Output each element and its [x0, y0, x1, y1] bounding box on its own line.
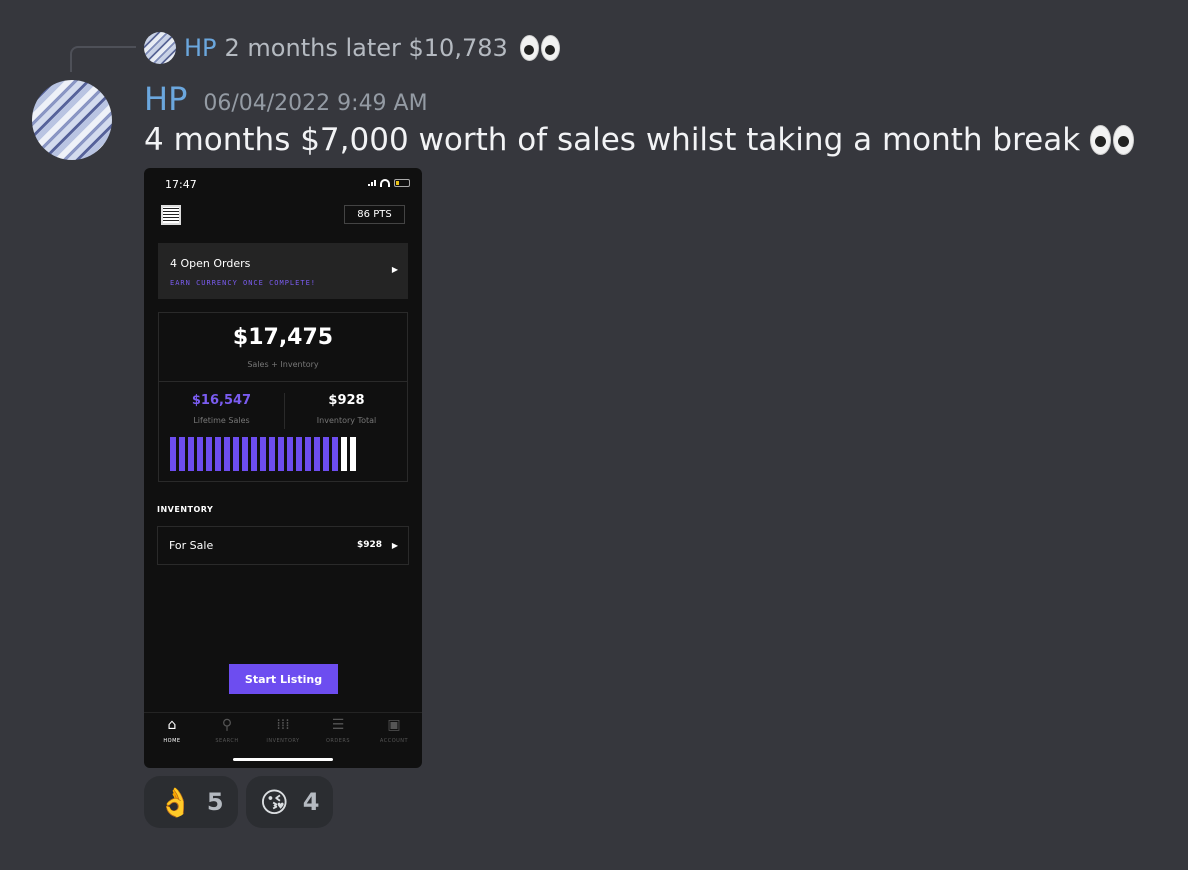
sales-bar: [350, 437, 356, 471]
points-badge: 86 PTS: [344, 205, 405, 224]
for-sale-row: For Sale $928 ▶: [157, 526, 409, 565]
sales-bar: [287, 437, 293, 471]
search-icon: ⚲: [221, 717, 233, 733]
sales-bar: [206, 437, 212, 471]
sales-bar: [233, 437, 239, 471]
sales-summary-card: $17,475 Sales + Inventory $16,547 Lifeti…: [158, 312, 408, 482]
attachment-image[interactable]: 17:47 86 PTS 4 Open Orders EARN CURRENCY…: [144, 168, 422, 768]
chevron-right-icon: ▶: [391, 541, 398, 550]
reaction-count: 4: [302, 788, 320, 816]
message-content: 4 months $7,000 worth of sales whilst ta…: [144, 122, 1081, 158]
kissing-face-icon: 😘: [259, 785, 289, 819]
battery-icon: [394, 179, 410, 187]
reply-avatar[interactable]: [144, 32, 176, 64]
timestamp: 06/04/2022 9:49 AM: [203, 91, 428, 116]
grid-icon: ⁞⁞⁞: [276, 717, 290, 733]
sales-bar: [215, 437, 221, 471]
username[interactable]: HP: [144, 80, 188, 118]
sales-bar: [260, 437, 266, 471]
inventory-total-value: $928: [328, 393, 365, 408]
divider: [159, 381, 407, 382]
tab-bar: ⌂ HOME ⚲ SEARCH ⁞⁞⁞ INVENTORY ☰ ORDERS ▣…: [144, 712, 422, 768]
sales-bar: [341, 437, 347, 471]
sales-bar: [323, 437, 329, 471]
eyes-emoji-icon: [1090, 125, 1135, 155]
lifetime-sales-value: $16,547: [191, 393, 252, 408]
reply-connector: [70, 46, 136, 72]
wifi-icon: [380, 179, 390, 187]
tab-search: ⚲ SEARCH: [199, 713, 255, 744]
sales-bar: [332, 437, 338, 471]
for-sale-label: For Sale: [169, 539, 214, 552]
status-icons: [368, 179, 410, 187]
home-indicator: [233, 758, 333, 761]
reaction-kiss[interactable]: 😘 4: [245, 776, 334, 828]
sales-bar: [251, 437, 257, 471]
list-icon: ☰: [331, 717, 345, 733]
ok-hand-icon: 👌: [158, 785, 193, 819]
sales-bar: [242, 437, 248, 471]
sales-bar-strip: [170, 437, 356, 471]
message-header: HP 06/04/2022 9:49 AM: [144, 80, 428, 118]
reply-text[interactable]: 2 months later $10,783: [224, 34, 508, 62]
tab-home: ⌂ HOME: [144, 713, 200, 744]
total-label: Sales + Inventory: [247, 360, 319, 369]
inventory-section-label: INVENTORY: [157, 505, 214, 514]
open-orders-subtitle: EARN CURRENCY ONCE COMPLETE!: [170, 279, 317, 287]
qr-code-icon: [161, 205, 181, 225]
reactions: 👌 5 😘 4: [144, 776, 334, 828]
reply-preview[interactable]: HP 2 months later $10,783: [144, 32, 560, 64]
inventory-total-label: Inventory Total: [316, 416, 377, 425]
tab-inventory: ⁞⁞⁞ INVENTORY: [255, 713, 311, 744]
avatar[interactable]: [32, 80, 112, 160]
sales-bar: [224, 437, 230, 471]
home-icon: ⌂: [167, 717, 177, 733]
status-time: 17:47: [165, 178, 197, 191]
sales-bar: [179, 437, 185, 471]
for-sale-value: $928: [356, 540, 382, 550]
lifetime-sales-label: Lifetime Sales: [193, 416, 250, 425]
start-listing-button: Start Listing: [229, 664, 338, 694]
sales-bar: [197, 437, 203, 471]
tab-account: ▣ ACCOUNT: [366, 713, 422, 744]
eyes-emoji-icon: [519, 35, 560, 61]
sales-bar: [305, 437, 311, 471]
open-orders-card: 4 Open Orders EARN CURRENCY ONCE COMPLET…: [158, 243, 408, 299]
signal-icon: [368, 180, 376, 186]
divider: [284, 393, 285, 429]
sales-bar: [188, 437, 194, 471]
tab-orders: ☰ ORDERS: [310, 713, 366, 744]
chevron-right-icon: ▶: [391, 265, 398, 274]
sales-bar: [278, 437, 284, 471]
reaction-count: 5: [206, 788, 224, 816]
account-icon: ▣: [387, 717, 401, 733]
message-text: 4 months $7,000 worth of sales whilst ta…: [144, 122, 1135, 158]
sales-bar: [296, 437, 302, 471]
reply-username[interactable]: HP: [184, 34, 217, 62]
sales-bar: [314, 437, 320, 471]
sales-bar: [269, 437, 275, 471]
reaction-ok-hand[interactable]: 👌 5: [144, 776, 238, 828]
sales-bar: [170, 437, 176, 471]
total-value: $17,475: [232, 325, 334, 350]
open-orders-title: 4 Open Orders: [170, 257, 251, 270]
